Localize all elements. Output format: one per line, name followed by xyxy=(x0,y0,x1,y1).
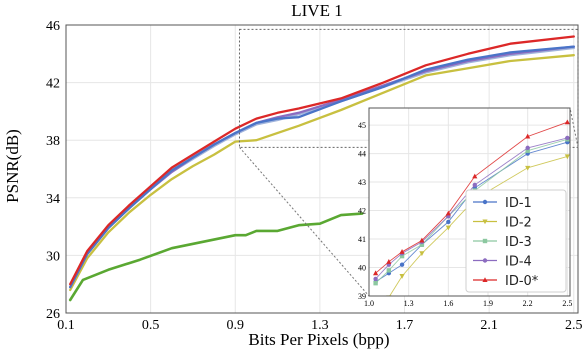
x-axis-label: Bits Per Pixels (bpp) xyxy=(248,330,389,349)
inset-data-point xyxy=(419,251,425,257)
inset-data-point xyxy=(399,262,405,267)
legend-label: ID-2 xyxy=(505,216,532,231)
inset-y-tick-label: 40 xyxy=(358,264,366,273)
inset-x-tick-label: 1.0 xyxy=(364,299,374,308)
inset-data-point xyxy=(472,182,477,188)
legend-label: ID-1 xyxy=(505,196,532,211)
y-tick-label: 46 xyxy=(46,19,60,34)
inset-y-tick-label: 39 xyxy=(358,292,366,301)
inset-frame xyxy=(368,107,571,297)
y-axis-label: PSNR(dB) xyxy=(3,129,22,203)
main-series-line xyxy=(69,45,575,289)
y-tick-label: 38 xyxy=(46,134,60,149)
inset-data-point xyxy=(445,225,451,231)
inset-x-tick-label: 1.3 xyxy=(404,299,414,308)
inset-x-tick-label: 1.6 xyxy=(443,299,453,308)
legend-label: ID-4 xyxy=(505,255,532,270)
inset-series-line xyxy=(375,138,568,284)
inset-series-line xyxy=(375,121,568,274)
x-tick-label: 1.3 xyxy=(311,318,329,333)
inset-data-point xyxy=(373,280,378,286)
inset-data-point xyxy=(565,135,570,141)
x-tick-label: 0.9 xyxy=(227,318,245,333)
legend-marker xyxy=(482,277,488,282)
inset-data-point xyxy=(399,274,405,279)
inset-data-point xyxy=(386,259,392,264)
inset-plot-area: 1.0 1.3 1.6 1.9 2.2 2.5 39 40 41 42 43 44 45 ID-1 ID-2… xyxy=(239,107,579,308)
inset-data-point xyxy=(525,148,530,153)
inset-series-line xyxy=(375,137,568,280)
inset-data-point xyxy=(525,165,531,171)
legend-marker xyxy=(482,238,488,244)
x-tick-label: 1.7 xyxy=(396,318,414,333)
legend-marker xyxy=(482,258,488,263)
inset-data-point xyxy=(525,133,531,139)
legend-label: ID-3 xyxy=(505,235,532,250)
inset-data-point xyxy=(386,268,392,273)
inset-data-point xyxy=(564,119,570,125)
inset-data-point xyxy=(446,219,451,225)
inset-data-point xyxy=(373,270,379,276)
y-tick-label: 42 xyxy=(46,77,60,92)
x-tick-label: 2.1 xyxy=(480,318,498,333)
inset-data-point xyxy=(419,237,425,243)
inset-data-point xyxy=(445,210,451,216)
inset-data-point xyxy=(419,242,425,247)
zoom-connector-line xyxy=(569,107,579,148)
inset-data-point xyxy=(525,145,530,151)
main-series-line xyxy=(68,212,364,302)
main-series-line xyxy=(69,54,575,292)
inset-y-tick-label: 42 xyxy=(358,207,366,216)
x-tick-label: 0.1 xyxy=(57,318,75,333)
inset-data-point xyxy=(564,154,570,160)
inset-y-tick-label: 45 xyxy=(358,121,366,130)
inset-data-point xyxy=(399,253,405,259)
legend: ID-1 ID-2 ID-3 ID-4 ID-0* xyxy=(465,189,567,293)
x-tick-label: 2.5 xyxy=(565,318,583,333)
zoom-connector-line xyxy=(239,147,370,297)
legend-label: ID-0* xyxy=(505,274,539,289)
legend-marker xyxy=(482,199,488,205)
main-series-line xyxy=(69,35,575,286)
main-plot-frame xyxy=(65,24,579,314)
legend-marker xyxy=(482,219,488,225)
inset-y-tick-label: 41 xyxy=(358,235,366,244)
inset-y-tick-label: 44 xyxy=(358,150,366,159)
inset-x-tick-label: 2.5 xyxy=(562,299,572,308)
inset-series-line xyxy=(389,155,568,296)
y-tick-label: 30 xyxy=(46,249,60,264)
inset-data-point xyxy=(373,276,378,282)
inset-x-tick-label: 1.9 xyxy=(483,299,493,308)
inset-y-tick-label: 43 xyxy=(358,178,366,187)
inset-data-point xyxy=(472,173,478,179)
x-tick-label: 0.5 xyxy=(142,318,160,333)
y-tick-label: 34 xyxy=(46,192,60,207)
inset-x-tick-label: 2.2 xyxy=(523,299,533,308)
y-tick-label: 26 xyxy=(46,307,60,322)
inset-series-layer xyxy=(373,119,570,296)
legend-box xyxy=(465,189,567,293)
chart-title: LIVE 1 xyxy=(291,1,342,20)
inset-data-point xyxy=(399,249,405,254)
